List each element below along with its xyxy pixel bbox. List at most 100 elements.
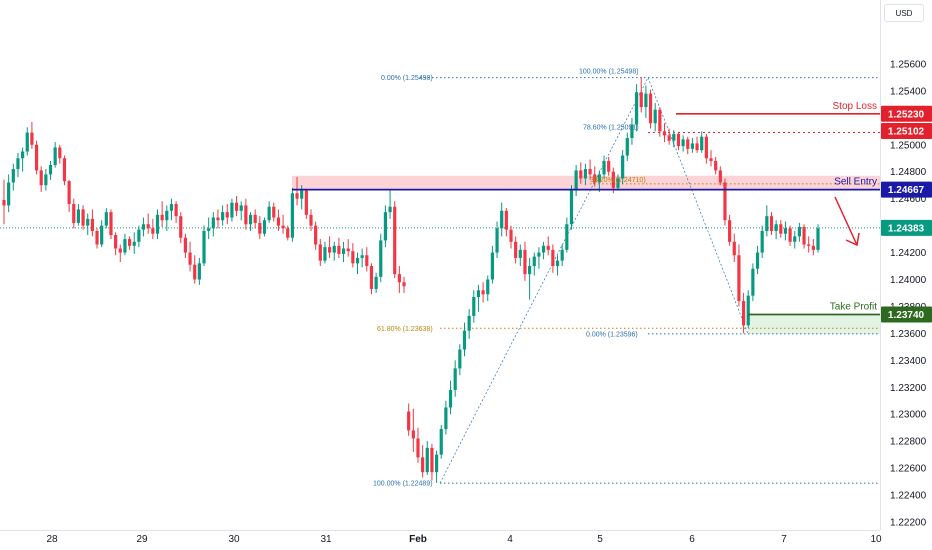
fib-label: 78.60% (1.25091) [583,125,639,132]
candle-body [360,255,364,258]
price-tag [881,123,932,140]
candle-body [276,217,281,226]
candle-body [374,276,378,289]
candle-body [723,182,727,221]
x-tick-label: Feb [409,534,427,545]
candle-body [365,255,369,267]
y-tick-label: 1.22200 [890,518,927,529]
candle-body [560,249,564,261]
x-tick-label: 4 [507,534,513,545]
candle-body [314,225,318,245]
candle-body [328,247,332,253]
candle-body [397,274,401,283]
candle-body [676,134,681,147]
candle-body [625,138,629,156]
candle-body [569,190,574,225]
price-tag-label: 1.25230 [888,109,925,120]
candle-body [709,158,713,161]
candle-body [537,252,541,257]
candle-body [225,212,229,218]
price-tag-label: 1.24667 [888,185,925,196]
candle-body [644,93,648,108]
candle-body [555,260,560,267]
candle-body [807,244,811,246]
candle-body [114,235,118,249]
candle-body [258,222,262,234]
fib-trend-line [439,77,649,484]
arrow-head-icon [845,232,860,247]
candle-body [72,204,76,223]
candle-body [355,257,360,264]
candle-body [281,225,285,229]
fib-label: 0.00% (1.23596) [586,331,638,338]
fib-label: 61.80% (1.23638) [377,326,433,333]
candle-body [341,248,346,254]
candle-body [565,224,569,250]
candle-body [732,241,736,256]
candle-body [90,218,94,231]
candle-body [216,217,220,221]
candle-body [797,226,801,237]
candle-body [662,131,667,136]
x-tick-label: 5 [597,534,603,545]
candle-body [728,220,732,242]
candle-body [621,155,625,179]
candle-body [528,266,532,275]
candle-body [244,205,248,225]
candle-body [262,220,267,234]
candle-body [230,202,234,218]
candle-body [430,447,434,473]
candle-body [574,170,578,191]
candle-body [25,132,29,152]
candle-body [267,206,271,221]
currency-button[interactable]: USD [884,4,924,22]
candle-body [127,239,132,246]
price-tag [881,181,932,198]
candle-body [179,216,183,238]
candle-body [248,214,253,225]
candle-body [81,209,85,226]
candle-body [741,301,746,326]
candle-body [174,204,178,217]
candle-body [197,263,201,280]
candle-body [504,210,508,230]
y-tick-label: 1.25400 [890,86,927,97]
candle-body [597,174,601,183]
candle-body [332,245,336,253]
candle-body [695,143,699,151]
candle-body [793,236,797,242]
candle-body [132,241,136,246]
y-tick-label: 1.22800 [890,437,927,448]
candle-body [421,457,425,473]
candle-body [165,210,169,221]
x-tick-label: 7 [781,534,787,545]
candle-body [686,139,690,149]
candle-body [86,218,90,226]
candle-body [490,252,494,280]
candle-body [783,228,788,234]
fib-label: 38.20% (1.24710) [590,177,646,184]
candle-body [462,330,467,350]
candle-body [718,170,722,183]
candle-body [407,411,411,431]
candle-body [309,214,313,226]
candle-body [607,160,611,172]
candle-body [58,147,62,159]
candle-body [62,158,67,182]
candle-body [765,216,769,231]
candle-body [639,92,643,108]
candle-body [188,252,192,265]
candle-body [118,248,122,253]
candle-body [700,136,704,151]
price-tag [881,306,932,323]
candle-body [2,200,6,206]
candle-body [286,228,290,238]
candle-body [514,241,518,258]
candle-body [123,239,127,253]
candle-body [67,181,71,205]
candle-body [393,206,397,275]
candle-body [95,231,99,245]
candle-body [653,109,657,124]
candle-body [369,266,374,289]
